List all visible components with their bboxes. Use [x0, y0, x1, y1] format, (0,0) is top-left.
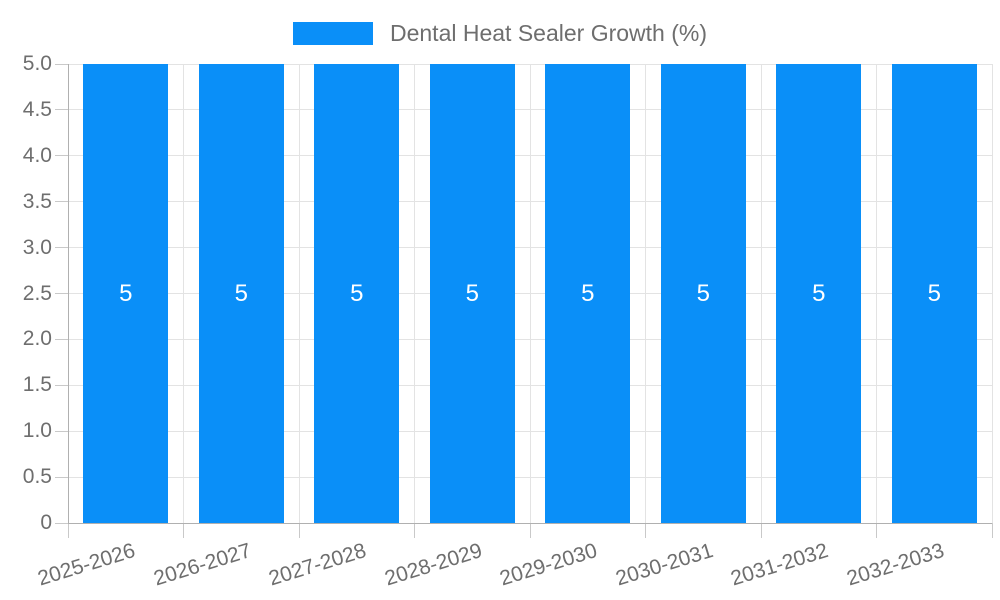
y-tick-mark — [55, 247, 68, 249]
x-grid-line — [183, 64, 184, 523]
y-tick-label: 3.5 — [22, 189, 52, 213]
x-grid-line — [414, 64, 415, 523]
y-tick-mark — [55, 155, 68, 157]
x-tick-mark — [991, 523, 993, 538]
y-tick-mark — [55, 522, 68, 524]
legend-label: Dental Heat Sealer Growth (%) — [389, 20, 707, 46]
x-tick-label: 2031-2032 — [728, 539, 832, 591]
x-grid-line — [991, 64, 993, 523]
bar-value-label: 5 — [927, 279, 941, 307]
x-tick-label: 2028-2029 — [381, 539, 485, 591]
bar-value-label: 5 — [119, 279, 133, 307]
y-tick-label: 0.5 — [22, 465, 52, 489]
y-tick-label: 0 — [40, 511, 52, 534]
bar: 5 — [429, 64, 515, 523]
y-tick-mark — [55, 109, 68, 111]
bar: 5 — [314, 64, 400, 523]
y-tick-label: 3.0 — [22, 235, 52, 259]
y-tick-label: 5.0 — [22, 52, 52, 75]
y-tick-mark — [55, 430, 68, 432]
bar: 5 — [776, 64, 862, 523]
y-tick-label: 1.5 — [22, 373, 52, 397]
bar: 5 — [660, 64, 746, 523]
x-grid-line — [876, 64, 877, 523]
x-axis-line — [68, 522, 992, 524]
x-tick-label: 2032-2033 — [843, 539, 947, 591]
x-tick-mark — [67, 523, 69, 538]
bar: 5 — [891, 64, 977, 523]
bar-value-label: 5 — [350, 279, 364, 307]
x-tick-mark — [414, 523, 415, 538]
y-tick-label: 2.0 — [22, 327, 52, 351]
x-tick-mark — [760, 523, 762, 538]
y-tick-label: 4.5 — [22, 97, 52, 121]
bar-value-label: 5 — [812, 279, 826, 307]
y-axis-line — [67, 64, 69, 523]
x-tick-mark — [529, 523, 531, 538]
x-tick-label: 2029-2030 — [497, 539, 601, 591]
bar: 5 — [198, 64, 284, 523]
y-tick-mark — [55, 384, 68, 386]
bar-value-label: 5 — [465, 279, 479, 307]
x-tick-label: 2030-2031 — [612, 539, 716, 591]
y-tick-mark — [55, 338, 68, 340]
x-tick-mark — [298, 523, 300, 538]
bar-value-label: 5 — [581, 279, 595, 307]
y-tick-label: 2.5 — [22, 281, 52, 305]
bar: 5 — [83, 64, 169, 523]
chart-legend[interactable]: Dental Heat Sealer Growth (%) — [0, 22, 1000, 45]
y-tick-mark — [55, 63, 68, 65]
x-tick-label: 2027-2028 — [266, 539, 370, 591]
x-tick-label: 2025-2026 — [35, 539, 139, 591]
y-tick-mark — [55, 201, 68, 203]
x-grid-line — [298, 64, 300, 523]
y-tick-mark — [55, 476, 68, 478]
bar-value-label: 5 — [234, 279, 248, 307]
y-tick-label: 1.0 — [22, 419, 52, 443]
x-tick-label: 2026-2027 — [150, 539, 254, 591]
legend-swatch-icon — [292, 22, 373, 45]
x-tick-mark — [183, 523, 184, 538]
x-tick-mark — [645, 523, 646, 538]
x-grid-line — [529, 64, 531, 523]
y-tick-mark — [55, 293, 68, 294]
bar: 5 — [545, 64, 631, 523]
x-tick-mark — [876, 523, 877, 538]
bar-value-label: 5 — [696, 279, 710, 307]
x-grid-line — [645, 64, 646, 523]
x-grid-line — [760, 64, 762, 523]
y-tick-label: 4.0 — [22, 143, 52, 167]
